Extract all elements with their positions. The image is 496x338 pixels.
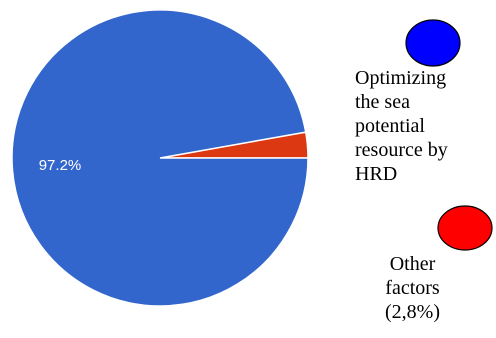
legend-marker-other-factors	[437, 205, 493, 251]
legend-marker-optimizing	[405, 19, 461, 67]
pie-slice-optimizing	[11, 9, 309, 307]
legend-label-other-factors: Other factors (2,8%)	[385, 253, 440, 323]
legend-label-optimizing: Optimizing the sea potential resource by…	[355, 67, 448, 185]
legend-markers	[405, 19, 493, 251]
pie-slices	[11, 9, 309, 307]
slice-data-label-optimizing: 97.2%	[39, 157, 82, 174]
